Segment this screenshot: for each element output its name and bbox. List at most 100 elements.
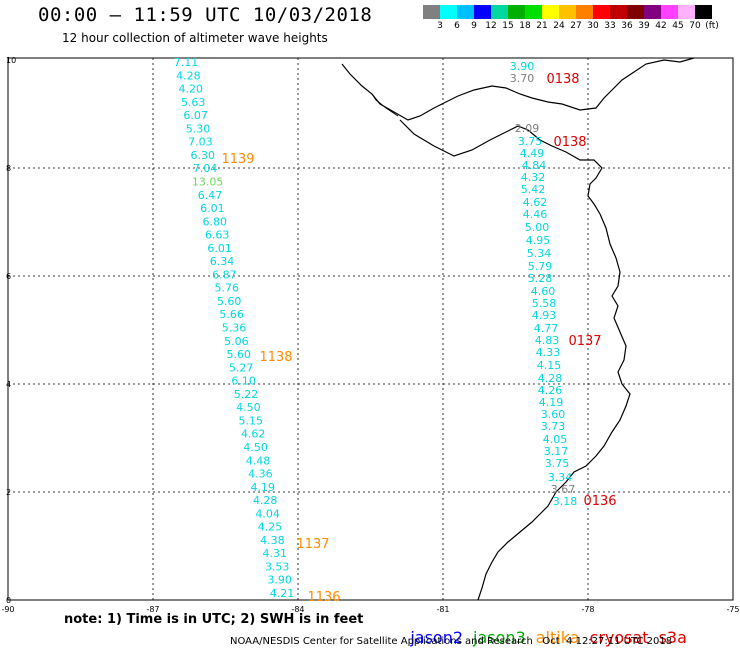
wave-height-value: 7.11 [174,56,199,69]
color-scale-label: 9 [471,21,477,31]
wave-height-value: 4.32 [521,171,546,184]
wave-height-value: 5.36 [222,322,247,335]
lon-tick-label: -75 [726,605,739,614]
color-scale-label: 24 [553,21,565,31]
coastline-gulf [371,93,399,117]
pass-time-label: 0138 [546,72,579,87]
color-swatch [593,5,610,19]
color-swatch [661,5,678,19]
pass-time-label: 0137 [568,334,601,349]
lat-tick-label: 10 [6,56,16,65]
wave-height-value: 5.27 [229,361,254,374]
color-swatch [508,5,525,19]
wave-height-value: 2.09 [515,122,540,135]
wave-height-value: 4.21 [270,587,295,600]
color-scale-label: 3 [437,21,443,31]
color-swatch [695,5,712,19]
wave-height-value: 6.07 [183,109,208,122]
wave-height-value: 4.28 [253,494,278,507]
wave-height-value: 7.04 [193,162,218,175]
wave-height-value: 3.18 [553,495,578,508]
wave-height-value: 4.49 [520,147,545,160]
wave-height-value: 7.03 [188,136,213,149]
lat-tick-label: 2 [6,488,11,497]
pass-time-label: 1138 [259,350,292,365]
color-swatch [610,5,627,19]
wave-height-value: 13.05 [192,175,224,188]
wave-height-value: 3.34 [548,471,573,484]
map-title: 00:00 – 11:59 UTC 10/03/2018 [38,4,373,26]
wave-height-value: 5.06 [224,335,249,348]
color-scale-label: 45 [672,21,684,31]
color-swatch [576,5,593,19]
color-swatch [457,5,474,19]
color-scale-label: 30 [587,21,599,31]
wave-height-value: 4.50 [236,401,261,414]
lon-tick-label: -87 [146,605,159,614]
wave-height-value: 5.76 [215,282,240,295]
wave-height-value: 4.46 [523,208,548,221]
color-scale-labels: 3 6 9 12 15 18 21 24 27 30 33 36 39 42 45 70 (ft) [423,21,740,35]
wave-height-value: 4.31 [263,547,288,560]
wave-height-value: 3.75 [518,135,543,148]
color-swatch [644,5,661,19]
wave-height-value: 4.83 [535,334,560,347]
color-swatch [440,5,457,19]
lat-tick-label: 0 [6,596,11,605]
coastline-south [399,119,631,601]
wave-height-value: 4.19 [539,396,564,409]
wave-height-value: 3.53 [265,560,290,573]
wave-height-value: 6.63 [205,229,230,242]
color-swatch [474,5,491,19]
wave-height-value: 5.60 [217,295,242,308]
wave-height-value: 4.20 [179,83,204,96]
lat-tick-label: 4 [6,380,11,389]
wave-height-value: 4.62 [241,428,266,441]
wave-height-value: 4.15 [537,359,562,372]
wave-height-value: 6.01 [207,242,232,255]
wave-height-value: 4.04 [255,507,280,520]
color-scale-label: 18 [519,21,531,31]
wave-height-value: 5.30 [186,122,211,135]
wave-height-value: 4.05 [543,433,568,446]
color-scale-bar [423,5,712,19]
footer-note: note: 1) Time is in UTC; 2) SWH is in fe… [64,612,364,627]
color-swatch [559,5,576,19]
lon-tick-label: -90 [1,605,14,614]
footer-credit: NOAA/NESDIS Center for Satellite Applica… [230,636,673,647]
wave-height-value: 5.34 [527,247,552,260]
wave-height-value: 4.25 [258,521,283,534]
wave-height-value: 4.62 [523,196,548,209]
coastline-north [341,57,695,121]
wave-height-value: 4.77 [534,322,559,335]
wave-height-value: 3.17 [544,445,569,458]
lat-tick-label: 6 [6,272,11,281]
satellite-legend: jason2 jason3 altika cryosat s3a [390,609,697,650]
color-scale-label: 15 [502,21,514,31]
wave-height-value: 3.67 [551,483,576,496]
wave-height-value: 4.26 [538,384,563,397]
color-swatch [423,5,440,19]
wave-height-value: 6.80 [203,215,228,228]
color-scale-label: 42 [655,21,667,31]
wave-height-value: 6.47 [198,189,223,202]
wave-height-value: 5.63 [181,96,206,109]
wave-height-value: 5.42 [521,183,546,196]
color-scale-label: 39 [638,21,650,31]
map-subtitle: 12 hour collection of altimeter wave hei… [62,31,328,45]
legend-item-jason2: jason2 [410,628,464,647]
color-scale-label: 21 [536,21,548,31]
wave-height-value: 3.73 [541,420,566,433]
wave-height-value: 5.15 [239,414,264,427]
color-swatch [491,5,508,19]
color-scale-label: 6 [454,21,460,31]
wave-height-value: 4.33 [536,346,561,359]
wave-height-value: 3.75 [545,457,570,470]
wave-height-value: 5.28 [528,272,553,285]
pass-time-label: 1139 [221,152,254,167]
wave-height-value: 3.60 [541,408,566,421]
wave-height-value: 3.70 [510,72,535,85]
pass-time-label: 0136 [583,494,616,509]
legend-item-jason3: jason3 [473,628,526,647]
